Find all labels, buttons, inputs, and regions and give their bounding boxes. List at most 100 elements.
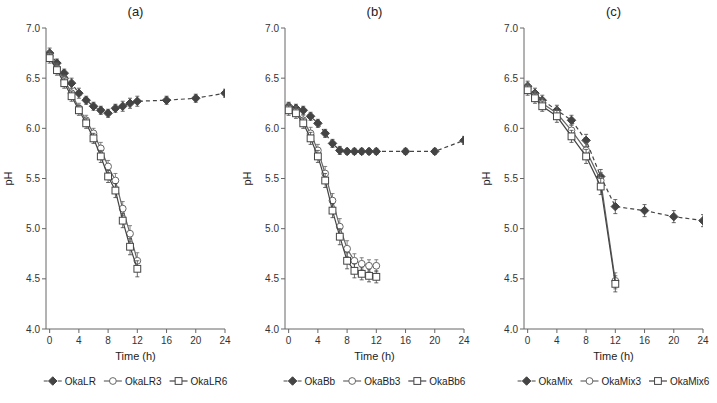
data-point <box>46 55 53 62</box>
y-tick-label: 6.0 <box>265 123 279 134</box>
x-tick-label: 4 <box>76 335 82 346</box>
y-axis-label: pH <box>241 171 253 185</box>
y-tick-label: 6.5 <box>265 73 279 84</box>
data-point <box>373 273 380 280</box>
x-tick-label: 4 <box>315 335 321 346</box>
data-point <box>336 146 345 155</box>
x-tick-label: 16 <box>400 335 412 346</box>
y-tick-label: 5.0 <box>504 223 518 234</box>
x-axis-line <box>46 329 225 330</box>
legend-swatch-marker <box>49 377 58 386</box>
x-tick <box>644 329 645 333</box>
panel: (a)048121620244.04.55.05.56.06.57.0Time … <box>2 4 231 387</box>
data-point <box>126 99 134 108</box>
data-point <box>307 135 314 142</box>
y-tick <box>42 329 46 330</box>
y-tick <box>281 128 285 129</box>
legend-label: OkaBb <box>305 376 336 387</box>
legend-swatch-marker <box>288 377 297 386</box>
data-point <box>112 177 119 184</box>
y-tick-label: 6.5 <box>504 73 518 84</box>
x-tick <box>434 329 435 333</box>
data-point <box>133 97 142 106</box>
x-axis-label: Time (h) <box>354 350 395 362</box>
x-tick-label: 16 <box>639 335 651 346</box>
data-point <box>699 216 703 225</box>
data-point <box>597 183 604 190</box>
data-point <box>293 110 300 117</box>
x-tick <box>108 329 109 333</box>
y-tick <box>281 228 285 229</box>
y-tick-label: 4.5 <box>26 273 40 284</box>
x-tick <box>527 329 528 333</box>
y-tick-label: 7.0 <box>504 23 518 34</box>
y-tick <box>281 329 285 330</box>
data-point <box>82 96 91 105</box>
legend-item: OkaMix6 <box>649 376 710 387</box>
data-point <box>285 107 292 114</box>
y-tick <box>281 78 285 79</box>
x-tick-label: 24 <box>458 335 470 346</box>
data-point <box>611 202 620 211</box>
series-line <box>50 56 138 261</box>
data-point <box>612 280 619 287</box>
plot-area <box>285 102 464 283</box>
data-point <box>127 243 134 250</box>
x-tick <box>556 329 557 333</box>
series-line <box>50 58 138 269</box>
data-point <box>328 139 337 148</box>
data-point <box>299 106 308 115</box>
data-point <box>104 109 113 118</box>
x-tick <box>195 329 196 333</box>
y-tick-label: 4.5 <box>265 273 279 284</box>
data-point <box>553 113 560 120</box>
data-point <box>89 102 98 111</box>
data-point <box>112 187 119 194</box>
x-tick <box>405 329 406 333</box>
x-tick <box>673 329 674 333</box>
legend-swatch-marker <box>655 378 662 385</box>
legend-swatch-marker <box>349 378 356 385</box>
y-tick-label: 4.0 <box>265 324 279 335</box>
data-point <box>372 147 381 156</box>
legend-label: OkaBb6 <box>429 376 466 387</box>
x-tick <box>166 329 167 333</box>
legend-swatch-marker <box>586 378 593 385</box>
y-tick-label: 4.0 <box>504 324 518 335</box>
data-point <box>358 260 365 267</box>
x-tick-label: 12 <box>371 335 383 346</box>
data-point <box>105 173 112 180</box>
data-point <box>583 153 590 160</box>
y-tick-label: 7.0 <box>265 23 279 34</box>
legend-swatch-marker <box>175 378 182 385</box>
x-tick-label: 16 <box>161 335 173 346</box>
data-point <box>524 87 531 94</box>
data-point <box>67 79 76 88</box>
legend-label: OkaMix <box>539 376 573 387</box>
data-point <box>322 177 329 184</box>
data-point <box>640 206 649 215</box>
y-tick-label: 5.5 <box>265 173 279 184</box>
legend-swatch-marker <box>109 378 116 385</box>
series-line <box>528 90 616 284</box>
data-point <box>567 116 576 125</box>
data-point <box>351 267 358 274</box>
y-tick-label: 7.0 <box>26 23 40 34</box>
data-point <box>329 207 336 214</box>
data-point <box>221 89 225 98</box>
x-tick <box>464 329 465 333</box>
x-tick-label: 12 <box>610 335 622 346</box>
y-tick-label: 4.0 <box>26 324 40 335</box>
data-point <box>119 217 126 224</box>
y-tick <box>520 278 524 279</box>
legend-item: OkaBb3 <box>343 376 401 387</box>
data-point <box>90 135 97 142</box>
legend-item: OkaLR6 <box>170 376 228 387</box>
y-tick-label: 4.5 <box>504 273 518 284</box>
data-point <box>111 104 120 113</box>
legend-item: OkaLR3 <box>104 376 162 387</box>
x-tick-label: 20 <box>668 335 680 346</box>
data-point <box>75 89 84 98</box>
data-point <box>344 257 351 264</box>
x-tick-label: 8 <box>344 335 350 346</box>
